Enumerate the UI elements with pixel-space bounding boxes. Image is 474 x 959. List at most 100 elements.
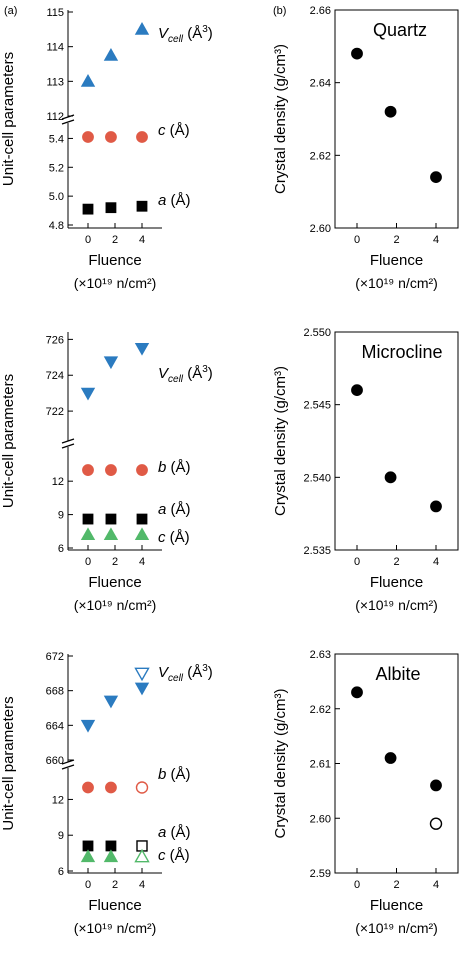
albite-cell-seg1-ytick-label-1: 9 <box>58 830 64 842</box>
microcline-cell-xtick-label-1: 2 <box>112 556 118 568</box>
quartz-density-ytick-label-0: 2.60 <box>310 223 331 235</box>
microcline-cell-seg1-ytick-label-1: 9 <box>58 510 64 522</box>
albite-cell-seg0-ytick-label-1: 664 <box>46 720 64 732</box>
quartz-cell-seg1-ytick-label-3: 5.4 <box>49 133 64 145</box>
microcline-cell-c-point-0 <box>80 527 96 541</box>
microcline-cell-legend-V: Vcell (Å3) <box>158 364 213 385</box>
quartz-cell-a-point-1 <box>105 202 117 214</box>
albite-cell-seg1-ytick-label-2: 12 <box>52 794 64 806</box>
albite-cell-xunit: (×10¹⁹ n/cm²) <box>74 920 157 936</box>
quartz-cell-V-point-1 <box>103 48 119 61</box>
albite-density-point-0 <box>351 686 363 699</box>
quartz-density-xunit: (×10¹⁹ n/cm²) <box>355 275 438 291</box>
albite-cell-b-point-0 <box>82 781 94 794</box>
microcline-cell-V-point-1 <box>103 356 119 370</box>
albite-cell-seg0-ytick-label-2: 668 <box>46 686 64 698</box>
microcline-cell-a-point-2 <box>136 513 148 525</box>
albite-density-point-1 <box>384 752 397 764</box>
microcline-cell-a-point-0 <box>82 513 94 525</box>
albite-cell-c-point-2 <box>134 848 150 863</box>
quartz-cell-a-point-0 <box>82 203 94 215</box>
albite-cell-b-point-1 <box>105 781 117 794</box>
microcline-cell-legend-a: a (Å) <box>158 501 191 518</box>
albite-cell-legend-b: b (Å) <box>158 766 191 783</box>
microcline-cell-seg0-ytick-label-2: 726 <box>46 334 64 346</box>
microcline-cell-V-point-2 <box>134 342 150 356</box>
microcline-cell-V-point-0 <box>80 387 96 401</box>
microcline-density-frame <box>334 331 459 551</box>
quartz-density-title: Quartz <box>373 20 427 40</box>
albite-density-ytick-label-1: 2.60 <box>310 813 331 825</box>
microcline-cell-legend-b: b (Å) <box>158 459 191 476</box>
quartz-cell-xunit: (×10¹⁹ n/cm²) <box>74 275 157 291</box>
microcline-cell-seg0-ytick-label-1: 724 <box>46 370 64 382</box>
microcline-cell-legend-c: c (Å) <box>158 529 190 546</box>
microcline-cell-c-point-1 <box>103 527 119 541</box>
albite-cell-b-point-2 <box>135 781 149 794</box>
quartz-cell-ylabel: Unit-cell parameters <box>0 52 17 186</box>
microcline-cell-chart: 722 724 726 6 9 12 0 2 4 Fluence (×10¹⁹ n/cm²) Unit… <box>0 332 213 613</box>
quartz-cell-seg1-ytick-label-0: 4.8 <box>49 220 64 232</box>
microcline-density-xlabel: Fluence <box>370 574 423 591</box>
microcline-density-ytick-label-0: 2.535 <box>303 545 331 557</box>
quartz-cell-legend-a: a (Å) <box>158 192 191 209</box>
microcline-density-title: Microcline <box>361 342 442 362</box>
microcline-density-xtick-label-0: 0 <box>354 556 360 568</box>
microcline-cell-axis-break-gap <box>62 441 74 447</box>
quartz-cell-xtick-label-0: 0 <box>85 234 91 246</box>
microcline-density-ytick-label-1: 2.540 <box>303 472 331 484</box>
albite-cell-V-point-2 <box>134 682 150 696</box>
albite-density-xlabel: Fluence <box>370 897 423 914</box>
quartz-density-ytick-label-1: 2.62 <box>310 150 331 162</box>
albite-cell-c-point-1 <box>103 849 119 863</box>
albite-cell-legend-V: Vcell (Å3) <box>158 663 213 684</box>
microcline-cell-xunit: (×10¹⁹ n/cm²) <box>74 597 157 613</box>
panel-label-a: (a) <box>4 5 17 17</box>
albite-density-xtick-label-0: 0 <box>354 879 360 891</box>
quartz-cell-seg1-ytick-label-1: 5.0 <box>49 191 64 203</box>
albite-cell-ylabel: Unit-cell parameters <box>0 696 17 830</box>
albite-cell-c-point-0 <box>80 849 96 863</box>
albite-cell-axis-break-mark-top <box>61 759 75 765</box>
quartz-density-chart: 2.60 2.62 2.64 2.66 0 2 4 Fluence (×10¹⁹ n/cm²) C… <box>272 5 459 291</box>
microcline-density-xunit: (×10¹⁹ n/cm²) <box>355 597 438 613</box>
albite-cell-V-point-0 <box>80 719 96 733</box>
albite-density-ytick-label-0: 2.59 <box>310 868 331 880</box>
albite-cell-seg1-ytick-label-0: 6 <box>58 866 64 878</box>
quartz-density-xtick-label-1: 2 <box>393 234 399 246</box>
albite-density-ylabel: Crystal density (g/cm³) <box>272 688 289 838</box>
quartz-cell-legend-V: Vcell (Å3) <box>158 24 213 45</box>
microcline-cell-c-point-2 <box>134 527 150 541</box>
quartz-density-ylabel: Crystal density (g/cm³) <box>272 44 289 194</box>
albite-density-point-3 <box>429 817 443 830</box>
albite-cell-seg0-ytick-label-3: 672 <box>46 651 64 663</box>
microcline-cell-axis-break-mark-top <box>61 438 75 444</box>
albite-cell-V-point-1 <box>103 695 119 709</box>
albite-density-ytick-label-4: 2.63 <box>310 649 331 661</box>
microcline-density-xtick-label-2: 4 <box>433 556 439 568</box>
albite-cell-seg0-ytick-label-0: 660 <box>46 755 64 767</box>
albite-cell-xtick-label-0: 0 <box>85 879 91 891</box>
albite-density-xtick-label-2: 4 <box>433 879 439 891</box>
microcline-cell-seg1-ytick-label-0: 6 <box>58 543 64 555</box>
albite-density-ytick-label-3: 2.62 <box>310 704 331 716</box>
albite-cell-xlabel: Fluence <box>88 897 141 914</box>
quartz-cell-a-point-2 <box>136 200 148 212</box>
microcline-cell-xtick-label-0: 0 <box>85 556 91 568</box>
quartz-density-xtick-label-0: 0 <box>354 234 360 246</box>
microcline-density-xtick-label-1: 2 <box>393 556 399 568</box>
albite-cell-legend-a: a (Å) <box>158 824 191 841</box>
quartz-cell-xlabel: Fluence <box>88 252 141 269</box>
quartz-cell-legend-c: c (Å) <box>158 122 190 139</box>
quartz-cell-xtick-label-1: 2 <box>112 234 118 246</box>
microcline-density-ytick-label-3: 2.550 <box>303 327 331 339</box>
quartz-density-frame <box>334 9 459 229</box>
microcline-density-point-2 <box>430 500 442 513</box>
quartz-cell-c-point-0 <box>82 131 94 143</box>
microcline-cell-b-point-0 <box>82 464 94 476</box>
microcline-cell-b-point-2 <box>136 464 148 476</box>
quartz-cell-c-point-2 <box>136 131 148 143</box>
albite-density-point-2 <box>430 779 442 792</box>
albite-density-xtick-label-1: 2 <box>393 879 399 891</box>
